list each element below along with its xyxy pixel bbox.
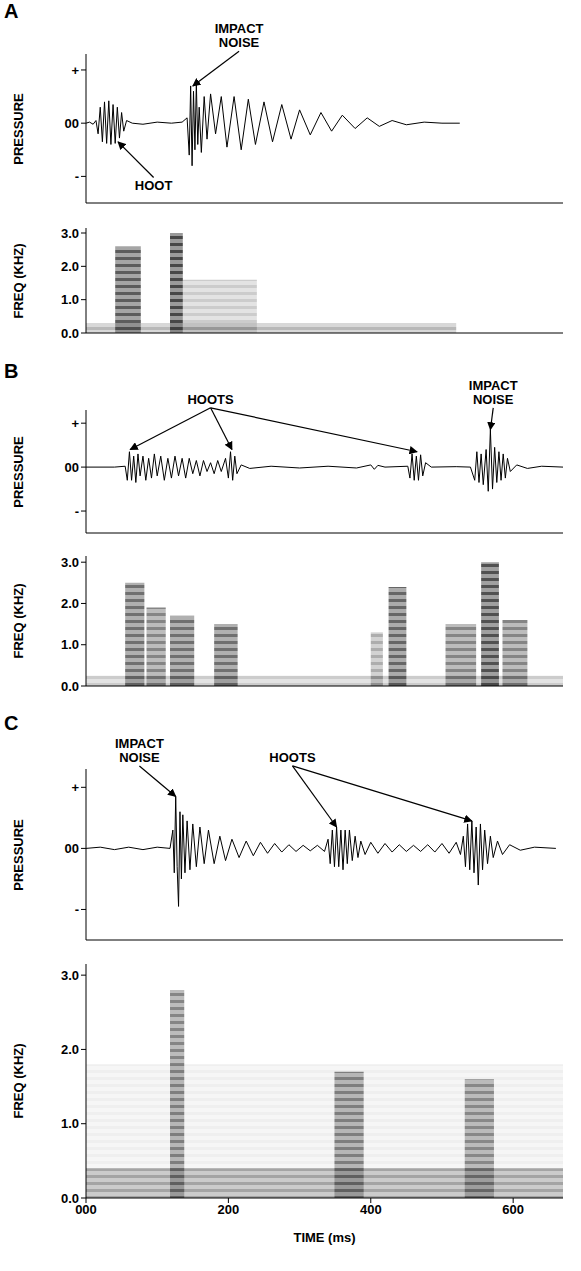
svg-text:000: 000: [75, 1202, 97, 1218]
svg-text:0.0: 0.0: [61, 326, 79, 341]
svg-text:2.0: 2.0: [61, 596, 79, 611]
svg-text:00: 00: [65, 460, 79, 475]
svg-text:400: 400: [360, 1202, 382, 1217]
html-text:FREQ (KHZ): FREQ (KHZ): [10, 1043, 26, 1119]
html-text:TIME (ms): TIME (ms): [293, 1230, 356, 1245]
svg-text:HOOTS: HOOTS: [187, 392, 234, 407]
svg-text:+: +: [71, 63, 79, 78]
svg-text:3.0: 3.0: [61, 555, 79, 570]
html-text:PRESSURE: PRESSURE: [10, 92, 26, 165]
svg-text:00: 00: [65, 116, 79, 131]
html-text:B: B: [4, 360, 19, 382]
svg-text:IMPACTNOISE: IMPACTNOISE: [115, 736, 164, 765]
svg-text:-: -: [75, 169, 79, 184]
html-text:C: C: [4, 712, 19, 734]
svg-text:2.0: 2.0: [61, 1042, 79, 1057]
svg-text:0.0: 0.0: [61, 1191, 79, 1206]
svg-text:600: 600: [502, 1202, 524, 1217]
svg-text:IMPACTNOISE: IMPACTNOISE: [469, 378, 518, 407]
svg-text:00: 00: [65, 841, 79, 856]
svg-text:1.0: 1.0: [61, 1116, 79, 1131]
html-text:FREQ (KHZ): FREQ (KHZ): [10, 242, 26, 319]
html-text:PRESSURE: PRESSURE: [10, 818, 26, 891]
svg-text:3.0: 3.0: [61, 226, 79, 241]
svg-text:1.0: 1.0: [61, 292, 79, 307]
html-text:PRESSURE: PRESSURE: [10, 435, 26, 508]
svg-text:+: +: [71, 416, 79, 431]
svg-text:200: 200: [218, 1202, 240, 1217]
svg-text:2.0: 2.0: [61, 259, 79, 274]
svg-text:-: -: [75, 902, 79, 917]
svg-text:-: -: [75, 504, 79, 519]
html-text:FREQ (KHZ): FREQ (KHZ): [10, 583, 26, 659]
svg-text:+: +: [71, 780, 79, 795]
svg-text:1.0: 1.0: [61, 637, 79, 652]
svg-text:HOOT: HOOT: [135, 178, 173, 193]
html-text:A: A: [4, 0, 19, 22]
svg-text:0.0: 0.0: [61, 679, 79, 694]
svg-text:3.0: 3.0: [61, 968, 79, 983]
svg-text:IMPACTNOISE: IMPACTNOISE: [215, 21, 264, 50]
svg-text:HOOTS: HOOTS: [269, 750, 316, 765]
